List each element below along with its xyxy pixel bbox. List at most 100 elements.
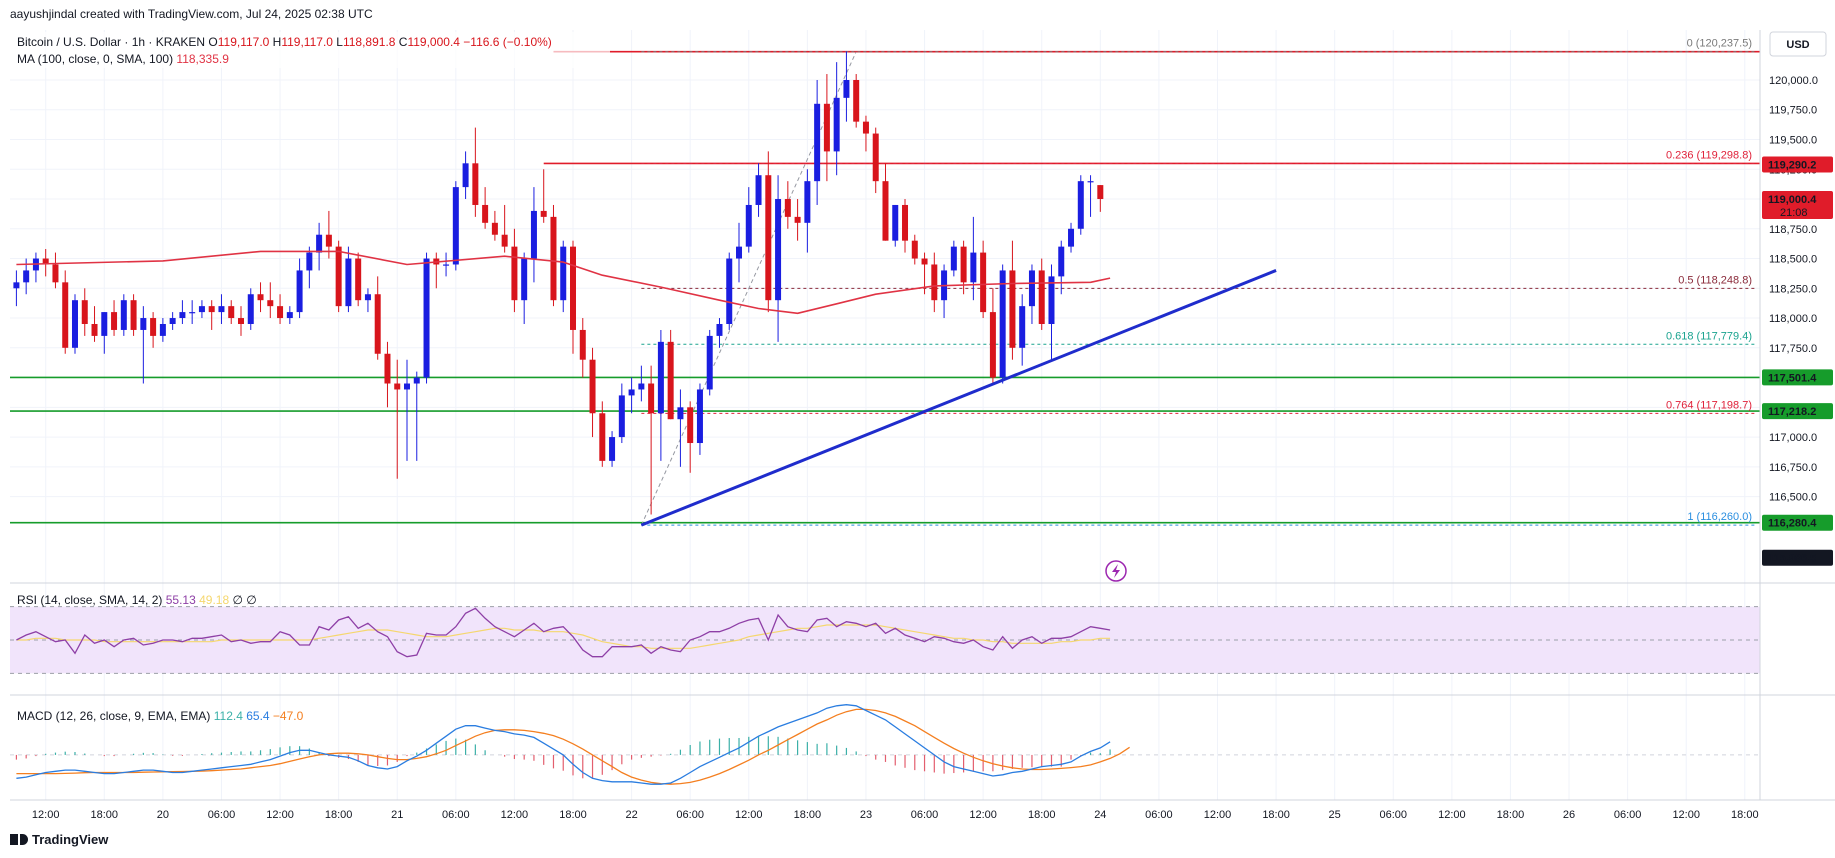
x-tick-label: 18:00: [559, 809, 587, 821]
rsi-ma-line: [16, 624, 1111, 649]
candle: [931, 252, 938, 313]
price-tag-label: 119,000.4: [1768, 194, 1817, 206]
x-tick-label: 12:00: [501, 809, 529, 821]
price-tag-bg: [1762, 403, 1833, 420]
candle: [696, 383, 703, 455]
candle-body: [247, 294, 254, 324]
candle: [1048, 264, 1055, 360]
candle: [677, 389, 684, 467]
price-tag-bg: [1762, 369, 1833, 386]
candle-body: [42, 258, 49, 265]
candle: [130, 294, 137, 336]
candle-body: [784, 199, 791, 217]
candle: [999, 264, 1006, 384]
candle-body: [989, 312, 996, 378]
price-tag: 116,280.4: [1762, 514, 1833, 531]
fib-retracement: 0 (120,237.5) 0.236 (119,298.8) 0.5 (118,2…: [640, 38, 1756, 526]
price-tag-label: 115,986.5: [1768, 553, 1816, 565]
lightning-icon: [1105, 560, 1127, 582]
ohlc-c-label: C: [399, 35, 408, 49]
currency-box: USD: [1769, 31, 1827, 57]
candle: [794, 199, 801, 241]
candle: [1028, 264, 1035, 324]
candle: [657, 329, 664, 461]
candle-body: [364, 294, 371, 301]
candle: [472, 127, 479, 217]
candle-body: [794, 216, 801, 223]
candle-body: [716, 323, 723, 336]
x-tick-label: 22: [625, 809, 637, 821]
x-tick-label: 12:00: [1438, 809, 1466, 821]
candle: [862, 115, 869, 152]
candle-body: [618, 395, 625, 438]
candle-body: [306, 252, 313, 271]
x-tick-label: 06:00: [208, 809, 236, 821]
x-tick-label: 18:00: [325, 809, 353, 821]
y-tick-label: 116,500.0: [1769, 492, 1817, 504]
ohlc-h-label: H: [273, 35, 282, 49]
candle-body: [638, 383, 645, 390]
candle: [491, 210, 498, 241]
candle: [550, 204, 557, 307]
candle: [13, 270, 20, 307]
candle-body: [1019, 306, 1026, 348]
candle-body: [345, 258, 352, 307]
x-tick-label: 18:00: [1731, 809, 1759, 821]
x-tick-label: 06:00: [1145, 809, 1173, 821]
candle-body: [657, 341, 664, 414]
candle: [1068, 222, 1075, 253]
candle-body: [101, 312, 108, 336]
candle: [1097, 185, 1104, 212]
candle-body: [950, 246, 957, 271]
x-tick-label: 06:00: [1379, 809, 1407, 821]
candle-body: [872, 133, 879, 182]
candle-body: [960, 246, 967, 283]
candle-body: [1048, 276, 1055, 324]
candle: [589, 347, 596, 438]
ohlc-o-label: O: [208, 35, 217, 49]
candle-body: [91, 323, 98, 336]
price-tag: 117,501.4: [1762, 369, 1833, 386]
candle-body: [804, 181, 811, 223]
fib-label: 0.5 (118,248.8): [1678, 274, 1752, 286]
candle: [482, 187, 489, 229]
trendline: [640, 269, 1277, 527]
x-tick-label: 18:00: [1262, 809, 1290, 821]
candle-body: [120, 300, 127, 330]
y-tick-label: 116,750.0: [1769, 462, 1817, 474]
candle: [189, 300, 196, 324]
candle: [941, 264, 948, 319]
horizontal-levels: [10, 50, 1760, 524]
x-tick-label: 18:00: [794, 809, 822, 821]
x-tick-label: 20: [157, 809, 169, 821]
candle-body: [452, 187, 459, 265]
candle-body: [462, 163, 469, 188]
price-tag-countdown: 21:08: [1780, 207, 1808, 219]
candle: [521, 252, 528, 324]
candle: [277, 294, 284, 324]
candle-body: [560, 246, 567, 301]
fib-label: 0.618 (117,779.4): [1666, 330, 1752, 342]
candle: [452, 181, 459, 271]
candle: [902, 199, 909, 253]
candle: [843, 51, 850, 122]
fib-label: 0 (120,237.5): [1687, 38, 1752, 50]
candle-body: [237, 318, 244, 324]
y-tick-label: 119,500.0: [1769, 135, 1817, 147]
x-tick-label: 06:00: [442, 809, 470, 821]
candle: [423, 252, 430, 384]
candle: [316, 222, 323, 271]
candle: [579, 318, 586, 378]
candle: [247, 288, 254, 330]
candle: [911, 234, 918, 265]
candle: [228, 300, 235, 324]
price-tag-label: 117,501.4: [1768, 372, 1817, 384]
candle: [335, 240, 342, 313]
candle: [755, 163, 762, 217]
legend: Bitcoin / U.S. Dollar · 1h · KRAKEN O119…: [10, 32, 610, 723]
x-tick-label: 06:00: [911, 809, 939, 821]
candle-body: [696, 389, 703, 444]
candle-body: [286, 312, 293, 319]
candle-body: [736, 246, 743, 259]
